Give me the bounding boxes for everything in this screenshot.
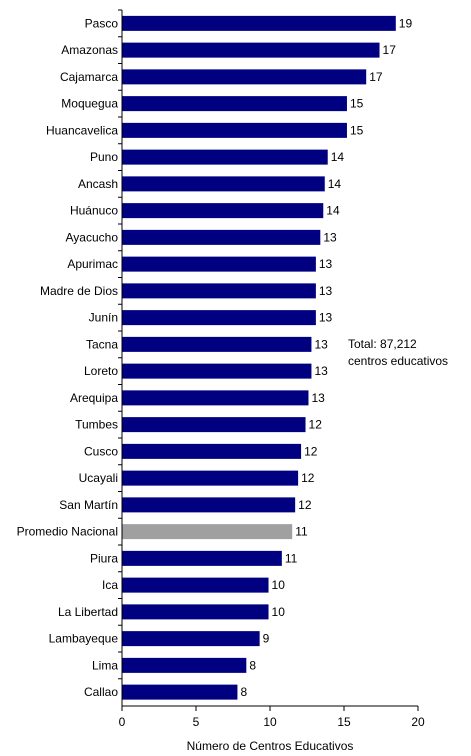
value-label: 9 (263, 632, 270, 646)
value-label: 10 (272, 605, 286, 619)
bar-callao (122, 684, 238, 700)
value-label: 11 (295, 525, 308, 539)
category-label: Tumbes (75, 418, 118, 432)
bar-san-martín (122, 497, 296, 513)
category-label: Cajamarca (60, 70, 118, 84)
value-label: 14 (326, 204, 340, 218)
bar-arequipa (122, 390, 309, 406)
value-label: 8 (240, 685, 247, 699)
x-tick-label: 5 (193, 715, 200, 729)
bar-piura (122, 550, 282, 566)
category-label: Loreto (84, 364, 118, 378)
value-label: 10 (272, 578, 286, 592)
value-label: 12 (304, 444, 318, 458)
bar-loreto (122, 363, 312, 379)
value-label: 13 (314, 364, 328, 378)
value-labels: 1917171515141414131313131313131212121211… (240, 16, 412, 699)
category-label: Arequipa (70, 391, 118, 405)
x-axis-title: Número de Centros Educativos (187, 739, 354, 753)
category-label: Pasco (85, 16, 119, 30)
bar-puno (122, 149, 328, 165)
category-label: Ica (102, 578, 118, 592)
value-label: 13 (323, 230, 337, 244)
bars-group (122, 15, 396, 700)
value-label: 11 (285, 551, 298, 565)
category-label: Lima (92, 658, 118, 672)
bar-ayacucho (122, 229, 321, 245)
category-label: Apurimac (67, 257, 118, 271)
bar-amazonas (122, 42, 380, 58)
category-label: Huancavelica (46, 123, 118, 137)
category-label: La Libertad (58, 605, 118, 619)
value-label: 12 (309, 418, 323, 432)
bar-lima (122, 657, 247, 673)
value-label: 15 (350, 123, 364, 137)
bar-huánuco (122, 203, 324, 219)
category-label: Amazonas (61, 43, 118, 57)
x-tick-label: 15 (337, 715, 351, 729)
bar-huancavelica (122, 122, 347, 138)
bar-madre-de-dios (122, 283, 316, 299)
category-label: Puno (90, 150, 118, 164)
category-label: Ancash (78, 177, 118, 191)
x-tick-label: 10 (263, 715, 277, 729)
value-label: 14 (328, 177, 342, 191)
bar-pasco (122, 15, 396, 31)
category-label: Junín (89, 311, 118, 325)
category-label: Madre de Dios (40, 284, 118, 298)
bar-promedio-nacional (122, 524, 293, 540)
value-label: 14 (331, 150, 345, 164)
bar-ica (122, 577, 269, 593)
category-label: Huánuco (70, 204, 118, 218)
value-label: 13 (314, 337, 328, 351)
category-label: Ucayali (79, 471, 118, 485)
bar-cusco (122, 443, 302, 459)
value-label: 12 (301, 471, 315, 485)
category-label: Piura (90, 551, 118, 565)
value-label: 19 (399, 16, 413, 30)
bar-tacna (122, 336, 312, 352)
total-annotation: Total: 87,212 centros educativos (348, 337, 449, 368)
category-label: San Martín (59, 498, 118, 512)
bar-tumbes (122, 417, 306, 433)
x-tick-label: 0 (119, 715, 126, 729)
x-tick-label: 20 (411, 715, 425, 729)
category-label: Tacna (86, 337, 118, 351)
bar-apurimac (122, 256, 316, 272)
value-label: 15 (350, 97, 364, 111)
category-label: Moquegua (61, 97, 118, 111)
value-label: 8 (249, 658, 256, 672)
bar-junín (122, 310, 316, 326)
category-label: Promedio Nacional (17, 525, 118, 539)
value-label: 13 (319, 284, 333, 298)
category-label: Cusco (84, 444, 118, 458)
category-label: Callao (84, 685, 118, 699)
category-labels: Pasco Amazonas Cajamarca Moquegua Huancaveli… (17, 16, 119, 699)
category-label: Lambayeque (49, 632, 119, 646)
bar-moquegua (122, 96, 347, 112)
bar-la-libertad (122, 604, 269, 620)
value-label: 17 (383, 43, 397, 57)
bar-ancash (122, 176, 325, 192)
value-label: 13 (319, 257, 333, 271)
value-label: 13 (319, 311, 333, 325)
category-label: Ayacucho (66, 230, 119, 244)
value-label: 17 (369, 70, 383, 84)
bar-ucayali (122, 470, 299, 486)
value-label: 13 (311, 391, 325, 405)
bar-lambayeque (122, 631, 260, 647)
x-axis-ticks: 0 5 10 15 20 (118, 9, 425, 729)
bar-cajamarca (122, 69, 367, 85)
value-label: 12 (298, 498, 312, 512)
